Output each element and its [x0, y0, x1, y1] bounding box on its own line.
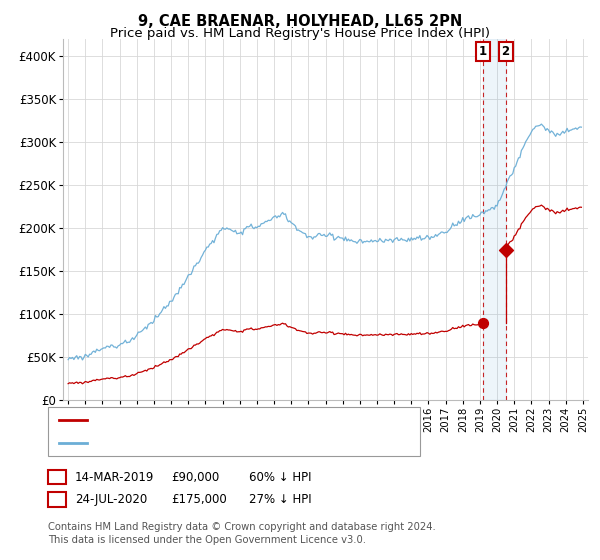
Text: 60% ↓ HPI: 60% ↓ HPI: [249, 470, 311, 484]
Text: Contains HM Land Registry data © Crown copyright and database right 2024.
This d: Contains HM Land Registry data © Crown c…: [48, 522, 436, 545]
Text: £175,000: £175,000: [171, 493, 227, 506]
Text: 2: 2: [53, 493, 61, 506]
Text: £90,000: £90,000: [171, 470, 219, 484]
Text: 1: 1: [53, 470, 61, 484]
Text: Price paid vs. HM Land Registry's House Price Index (HPI): Price paid vs. HM Land Registry's House …: [110, 27, 490, 40]
Text: 24-JUL-2020: 24-JUL-2020: [75, 493, 147, 506]
Text: 27% ↓ HPI: 27% ↓ HPI: [249, 493, 311, 506]
Bar: [483, 39, 506, 400]
Text: 2: 2: [502, 45, 510, 58]
Text: 9, CAE BRAENAR, HOLYHEAD, LL65 2PN: 9, CAE BRAENAR, HOLYHEAD, LL65 2PN: [138, 14, 462, 29]
Text: 14-MAR-2019: 14-MAR-2019: [75, 470, 154, 484]
Point: [501, 245, 511, 254]
Text: 9, CAE BRAENAR, HOLYHEAD, LL65 2PN (detached house): 9, CAE BRAENAR, HOLYHEAD, LL65 2PN (deta…: [93, 416, 415, 426]
Text: 1: 1: [479, 45, 487, 58]
Text: HPI: Average price, detached house, Isle of Anglesey: HPI: Average price, detached house, Isle…: [93, 438, 387, 448]
Point: [478, 319, 488, 328]
